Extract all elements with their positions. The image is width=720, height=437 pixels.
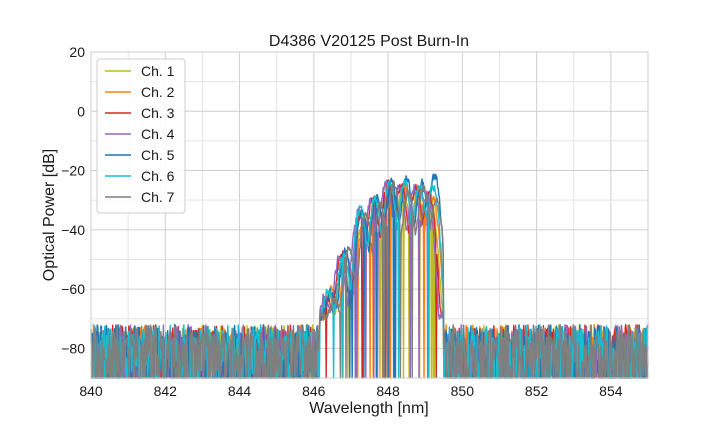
legend-box bbox=[96, 58, 186, 214]
legend-label: Ch. 7 bbox=[141, 189, 175, 205]
x-axis-title: Wavelength [nm] bbox=[309, 400, 428, 417]
legend-label: Ch. 4 bbox=[141, 126, 175, 142]
x-tick-label: 840 bbox=[79, 383, 103, 399]
y-axis-title: Optical Power [dB] bbox=[41, 149, 58, 282]
legend-label: Ch. 6 bbox=[141, 168, 175, 184]
x-tick-label: 842 bbox=[154, 383, 178, 399]
x-tick-label: 854 bbox=[599, 383, 623, 399]
legend-label: Ch. 3 bbox=[141, 105, 175, 121]
y-tick-label: −20 bbox=[61, 163, 85, 179]
x-tick-label: 852 bbox=[525, 383, 549, 399]
plot-frame bbox=[90, 51, 649, 379]
legend-label: Ch. 1 bbox=[141, 63, 175, 79]
tick-labels: 840 842 844 846 848 850 852 854 20 0 −20 −40 −60 −80 bbox=[61, 44, 623, 399]
chart-title: D4386 V20125 Post Burn-In bbox=[269, 33, 469, 50]
y-tick-label: −80 bbox=[61, 340, 85, 356]
x-tick-label: 850 bbox=[451, 383, 475, 399]
legend-label: Ch. 5 bbox=[141, 147, 175, 163]
y-tick-label: 20 bbox=[69, 44, 85, 60]
x-tick-label: 844 bbox=[228, 383, 252, 399]
x-tick-label: 848 bbox=[376, 383, 400, 399]
legend: Ch. 1 Ch. 2 Ch. 3 Ch. 4 Ch. 5 Ch. 6 Ch. 7 bbox=[96, 58, 186, 214]
y-tick-label: 0 bbox=[77, 103, 85, 119]
y-tick-label: −40 bbox=[61, 222, 85, 238]
legend-label: Ch. 2 bbox=[141, 84, 175, 100]
y-tick-label: −60 bbox=[61, 281, 85, 297]
x-tick-label: 846 bbox=[302, 383, 326, 399]
